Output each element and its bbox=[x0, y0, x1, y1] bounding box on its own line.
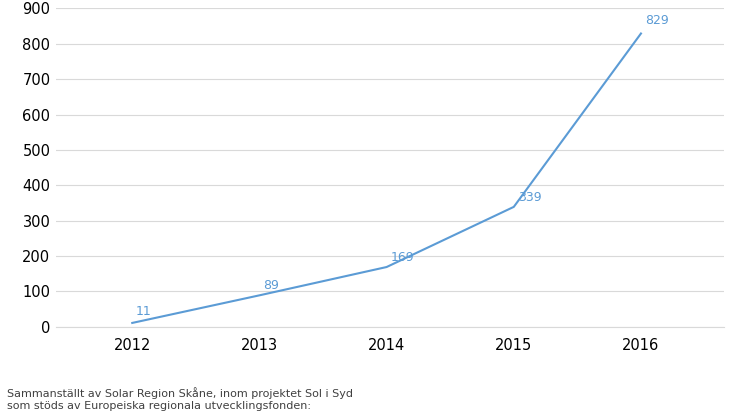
Text: 11: 11 bbox=[136, 305, 152, 318]
Text: 339: 339 bbox=[518, 191, 541, 204]
Text: 169: 169 bbox=[390, 251, 414, 264]
Text: 89: 89 bbox=[263, 279, 279, 292]
Text: 829: 829 bbox=[645, 14, 668, 27]
Text: Sammanställt av Solar Region Skåne, inom projektet Sol i Syd
som stöds av Europe: Sammanställt av Solar Region Skåne, inom… bbox=[7, 387, 354, 411]
